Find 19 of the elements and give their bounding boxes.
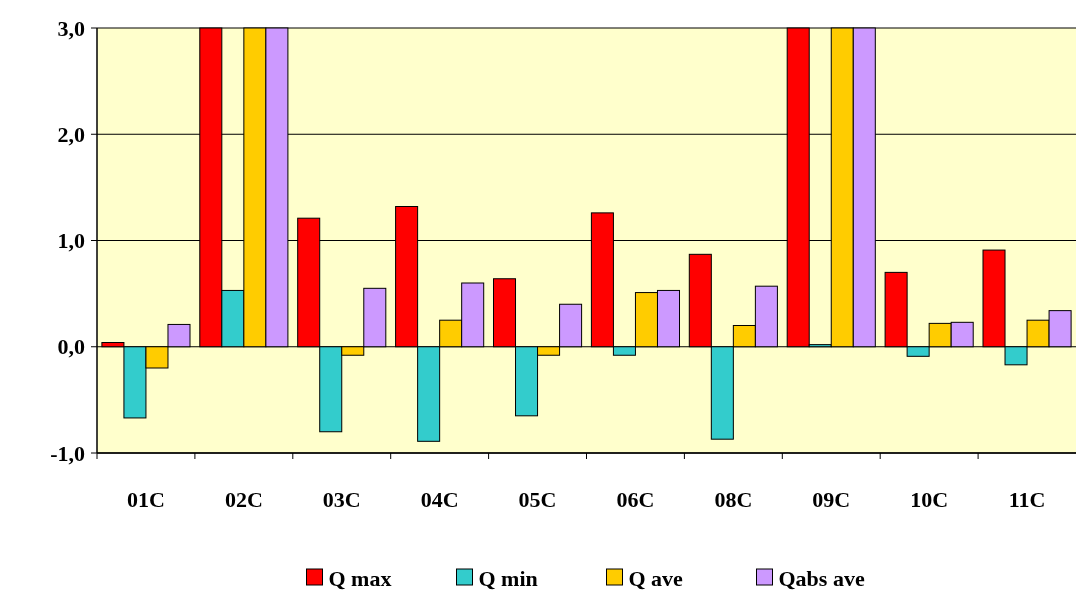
x-tick-label: 10C <box>910 487 949 512</box>
x-tick-label: 04C <box>420 487 459 512</box>
legend-label: Qabs ave <box>778 565 865 591</box>
y-tick-label: 0,0 <box>57 334 85 360</box>
x-tick-label: 01C <box>127 487 165 512</box>
x-tick-label: 02C <box>224 487 263 512</box>
y-tick-label: 2,0 <box>57 121 85 147</box>
y-tick-label: -1,0 <box>50 440 85 466</box>
legend-label: Q ave <box>628 565 684 591</box>
x-tick-label: 05C <box>518 487 557 512</box>
legend-label: Q min <box>478 565 538 591</box>
x-tick-label: 08C <box>714 487 753 512</box>
x-tick-label: 06C <box>616 487 655 512</box>
y-tick-label: 1,0 <box>57 228 85 254</box>
x-tick-label: 09C <box>812 487 851 512</box>
legend-label: Q max <box>328 565 392 591</box>
x-tick-label: 03C <box>322 487 361 512</box>
x-tick-label: 11C <box>1008 487 1046 512</box>
y-tick-label: 3,0 <box>57 15 85 41</box>
